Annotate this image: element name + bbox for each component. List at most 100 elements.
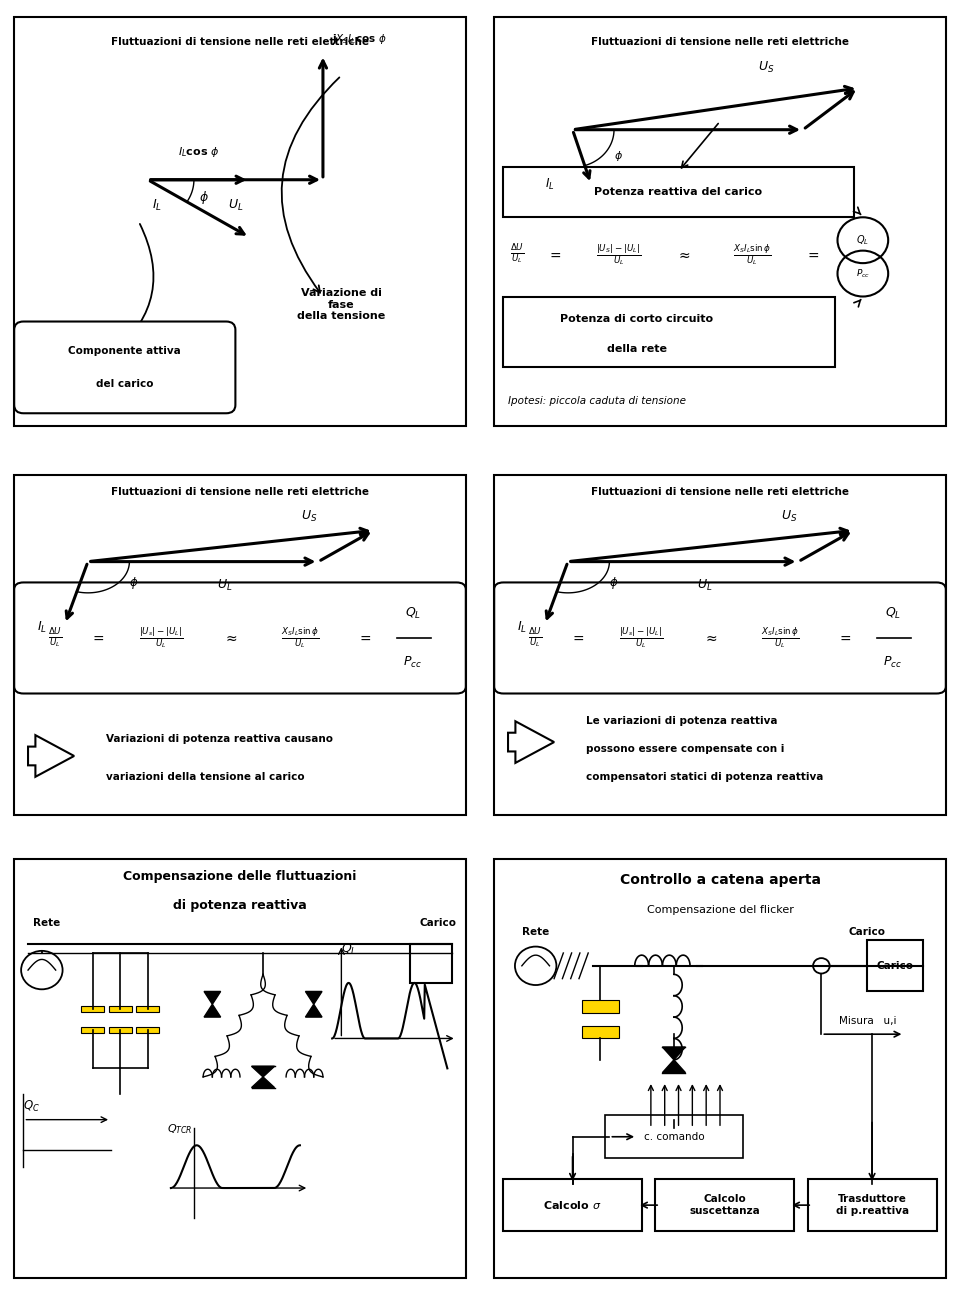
Text: Trasduttore
di p.reattiva: Trasduttore di p.reattiva [835,1194,908,1216]
Text: $U_S$: $U_S$ [780,509,798,524]
Text: $P_{cc}$: $P_{cc}$ [403,655,422,670]
Text: $U_L$: $U_L$ [228,198,243,214]
Text: Variazione di
fase
della tensione: Variazione di fase della tensione [298,289,386,321]
Text: $I_L$: $I_L$ [517,620,527,635]
Text: della rete: della rete [607,343,667,354]
Text: Carico: Carico [420,918,457,929]
Text: possono essere compensate con i: possono essere compensate con i [587,745,784,754]
FancyBboxPatch shape [494,583,946,694]
Polygon shape [305,1005,322,1017]
Text: $\approx$: $\approx$ [676,247,690,262]
Text: $Q_L$: $Q_L$ [885,606,900,622]
Bar [108,1005,132,1011]
FancyBboxPatch shape [503,167,853,218]
FancyBboxPatch shape [503,1180,641,1230]
Polygon shape [252,1077,275,1088]
Text: $Q_L$: $Q_L$ [856,233,870,247]
Text: Componente attiva: Componente attiva [68,346,181,356]
Text: $\phi$: $\phi$ [610,575,619,591]
Text: $=$: $=$ [804,247,820,262]
Text: Controllo a catena aperta: Controllo a catena aperta [619,873,821,887]
Polygon shape [662,1046,685,1059]
Text: Potenza di corto circuito: Potenza di corto circuito [561,315,713,325]
Text: $\approx$: $\approx$ [704,631,718,645]
Polygon shape [662,1059,685,1072]
Bar [81,1005,104,1011]
FancyBboxPatch shape [14,859,466,1278]
Text: $\frac{X_S I_L \sin\phi}{U_L}$: $\frac{X_S I_L \sin\phi}{U_L}$ [280,625,319,650]
FancyArrowPatch shape [114,224,154,352]
Polygon shape [204,992,221,1005]
FancyBboxPatch shape [494,859,946,1278]
Text: Calcolo $\sigma$: Calcolo $\sigma$ [543,1199,602,1211]
FancyArrowPatch shape [853,299,861,307]
Bar [411,944,452,983]
FancyBboxPatch shape [14,583,466,694]
FancyArrowPatch shape [853,207,861,215]
FancyBboxPatch shape [503,297,835,368]
Text: Fluttuazioni di tensione nelle reti elettriche: Fluttuazioni di tensione nelle reti elet… [591,38,849,47]
FancyBboxPatch shape [14,321,235,413]
Bar [108,1027,132,1033]
Text: variazioni della tensione al carico: variazioni della tensione al carico [107,772,305,782]
Text: Rete: Rete [33,918,60,929]
Text: Carico: Carico [876,961,914,971]
Text: Potenza reattiva del carico: Potenza reattiva del carico [594,188,762,197]
Bar [136,1027,159,1033]
Text: Calcolo
suscettanza: Calcolo suscettanza [689,1194,760,1216]
FancyBboxPatch shape [14,17,466,426]
Bar [582,1000,618,1013]
Text: $I_L$: $I_L$ [37,620,47,635]
Text: $U_S$: $U_S$ [757,61,775,75]
Text: Carico: Carico [849,927,886,936]
Text: $P_{cc}$: $P_{cc}$ [855,267,870,280]
Polygon shape [508,721,554,763]
FancyBboxPatch shape [494,475,946,815]
Bar [582,1026,618,1039]
Text: Fluttuazioni di tensione nelle reti elettriche: Fluttuazioni di tensione nelle reti elet… [111,38,369,47]
FancyBboxPatch shape [494,17,946,426]
Text: Ipotesi: piccola caduta di tensione: Ipotesi: piccola caduta di tensione [508,396,686,405]
Text: $Q_L$: $Q_L$ [342,941,357,957]
Text: di potenza reattiva: di potenza reattiva [173,900,307,913]
Text: Compensazione delle fluttuazioni: Compensazione delle fluttuazioni [123,869,357,883]
Text: $P_{cc}$: $P_{cc}$ [883,655,902,670]
Bar [81,1027,104,1033]
Polygon shape [305,992,322,1005]
Text: $\frac{\Delta U}{U_L}$: $\frac{\Delta U}{U_L}$ [510,243,524,267]
FancyArrowPatch shape [281,78,340,293]
Text: Variazioni di potenza reattiva causano: Variazioni di potenza reattiva causano [107,733,333,743]
FancyBboxPatch shape [605,1115,743,1158]
Text: compensatori statici di potenza reattiva: compensatori statici di potenza reattiva [587,772,824,782]
Text: $U_L$: $U_L$ [217,579,232,593]
FancyBboxPatch shape [656,1180,794,1230]
Text: $Q_L$: $Q_L$ [405,606,420,622]
Text: $U_L$: $U_L$ [697,579,712,593]
Text: c. comando: c. comando [643,1132,705,1142]
Text: $\frac{\Delta U}{U_L}$: $\frac{\Delta U}{U_L}$ [49,627,62,650]
Text: Fluttuazioni di tensione nelle reti elettriche: Fluttuazioni di tensione nelle reti elet… [591,487,849,497]
Text: Rete: Rete [522,927,549,936]
Polygon shape [28,736,74,777]
Text: $I_L$cos $\phi$: $I_L$cos $\phi$ [178,145,220,159]
FancyBboxPatch shape [14,475,466,815]
Text: $=$: $=$ [357,631,372,645]
Text: $\approx$: $\approx$ [224,631,238,645]
Text: $\frac{|U_s|-|U_L|}{U_L}$: $\frac{|U_s|-|U_L|}{U_L}$ [139,625,184,650]
Text: $I_L$: $I_L$ [545,177,555,192]
Text: $\phi$: $\phi$ [130,575,139,591]
Text: $=$: $=$ [569,631,585,645]
Text: Fluttuazioni di tensione nelle reti elettriche: Fluttuazioni di tensione nelle reti elet… [111,487,369,497]
Text: $Q_{TCR}$: $Q_{TCR}$ [167,1123,193,1136]
FancyArrowPatch shape [682,123,718,168]
Bar [868,940,923,992]
Text: $I_L$: $I_L$ [152,197,161,212]
Text: $\frac{X_S I_L \sin\phi}{U_L}$: $\frac{X_S I_L \sin\phi}{U_L}$ [760,625,799,650]
Text: j$X_S I_L$cos $\phi$: j$X_S I_L$cos $\phi$ [332,32,387,47]
Text: $\frac{|U_S|-|U_L|}{U_L}$: $\frac{|U_S|-|U_L|}{U_L}$ [596,242,641,267]
Text: $\frac{|U_s|-|U_L|}{U_L}$: $\frac{|U_s|-|U_L|}{U_L}$ [619,625,664,650]
Polygon shape [252,1066,275,1077]
Text: $U_S$: $U_S$ [300,509,318,524]
Text: $=$: $=$ [89,631,105,645]
FancyBboxPatch shape [807,1180,937,1230]
